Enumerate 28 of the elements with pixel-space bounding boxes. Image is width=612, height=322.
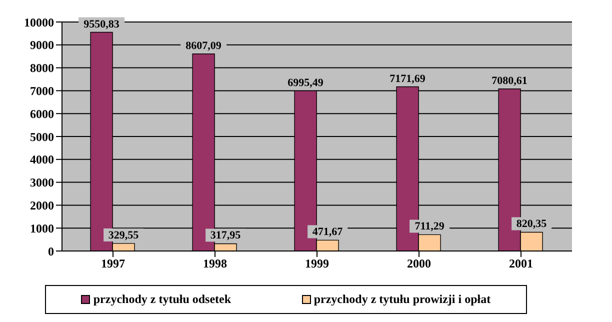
legend-label: przychody z tytułu odsetek bbox=[92, 292, 232, 307]
data-label: 317,95 bbox=[210, 230, 242, 242]
data-label: 820,35 bbox=[516, 218, 548, 230]
y-tick-label: 4000 bbox=[30, 152, 54, 167]
x-tick-label: 2001 bbox=[509, 256, 533, 271]
data-label: 9550,83 bbox=[84, 18, 120, 30]
data-label: 711,29 bbox=[414, 220, 445, 233]
y-tick-label: 7000 bbox=[30, 84, 54, 98]
y-tick-label: 3000 bbox=[30, 176, 54, 190]
y-tick-label: 9000 bbox=[30, 38, 54, 52]
y-tick-label: 0 bbox=[48, 244, 54, 258]
y-tick-label: 10000 bbox=[24, 15, 54, 30]
data-label: 7080,61 bbox=[492, 74, 528, 87]
y-tick-label: 1000 bbox=[30, 221, 54, 236]
y-tick-label: 8000 bbox=[30, 61, 54, 76]
y-tick-label: 2000 bbox=[30, 198, 54, 212]
data-label: 7171,69 bbox=[390, 72, 426, 85]
data-label: 329,55 bbox=[108, 229, 140, 242]
y-tick-label: 6000 bbox=[30, 106, 54, 121]
y-tick-label: 5000 bbox=[30, 130, 54, 144]
data-label: 8607,09 bbox=[186, 40, 222, 52]
x-tick-label: 2000 bbox=[407, 256, 431, 271]
data-label: 6995,49 bbox=[288, 76, 324, 89]
x-tick-label: 1999 bbox=[305, 256, 329, 271]
x-tick-label: 1998 bbox=[203, 256, 227, 271]
x-tick-label: 1997 bbox=[101, 256, 125, 271]
data-label: 471,67 bbox=[312, 226, 344, 238]
legend-label: przychody z tytułu prowizji i opłat bbox=[312, 292, 491, 307]
